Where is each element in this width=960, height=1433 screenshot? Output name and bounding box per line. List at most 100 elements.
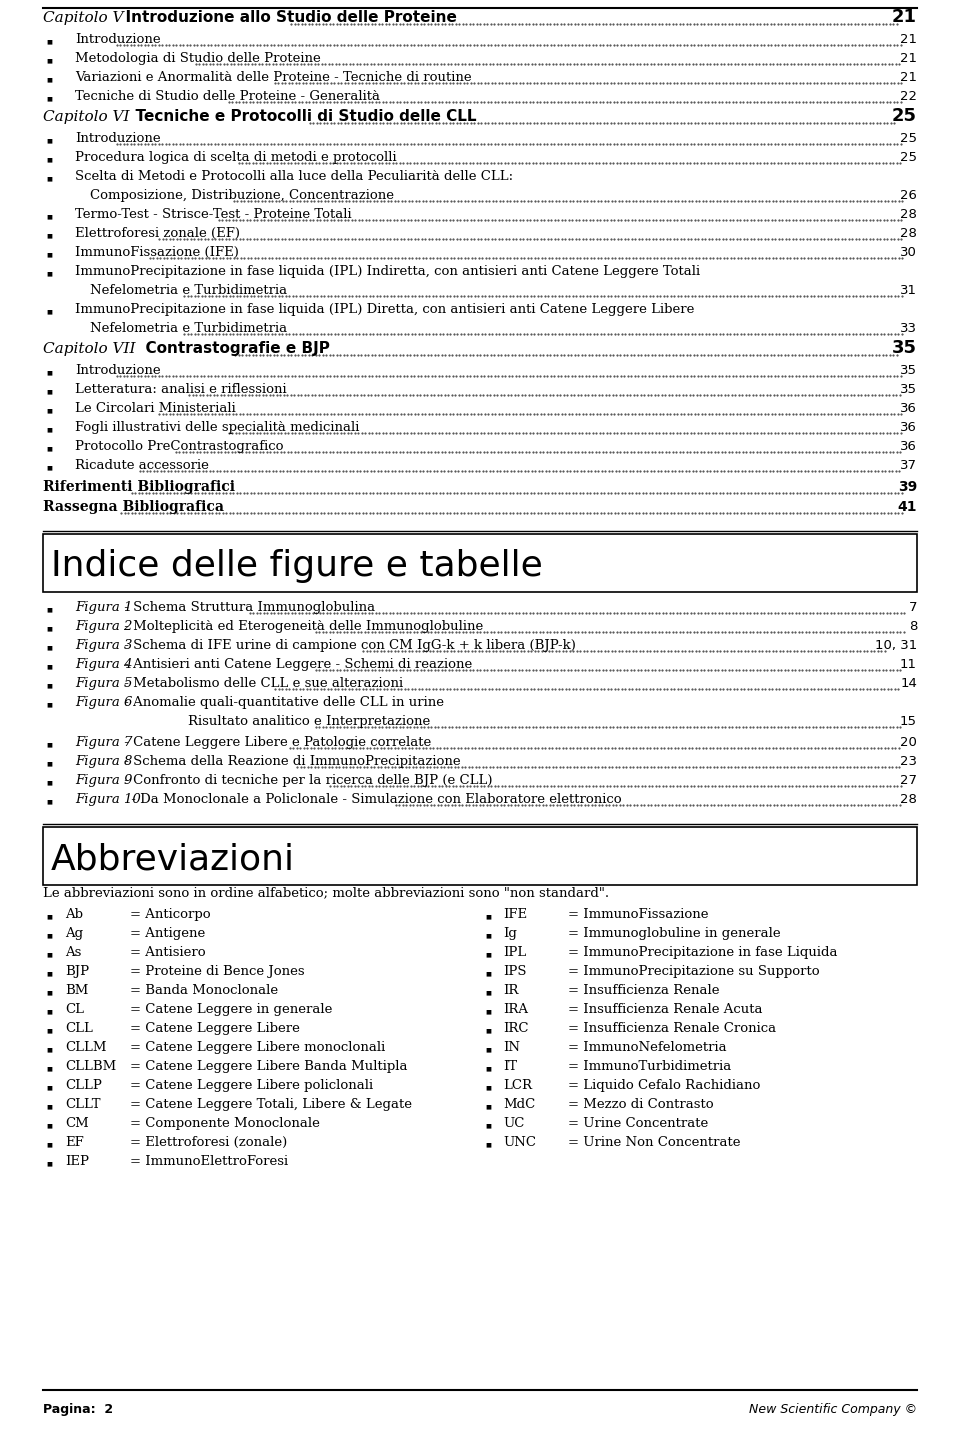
Text: 20: 20 <box>900 737 917 749</box>
Text: ■: ■ <box>485 972 491 976</box>
Text: 35: 35 <box>892 340 917 357</box>
Text: UC: UC <box>503 1116 524 1131</box>
Text: - Confronto di tecniche per la ricerca delle BJP (e CLL): - Confronto di tecniche per la ricerca d… <box>120 774 492 787</box>
Text: - Schema di IFE urine di campione con CM IgG-k + k libera (BJP-k): - Schema di IFE urine di campione con CM… <box>120 639 576 652</box>
Text: ■: ■ <box>46 1123 52 1128</box>
Text: ■: ■ <box>46 138 52 143</box>
Text: Figura 4: Figura 4 <box>75 658 132 671</box>
Text: ■: ■ <box>46 310 52 314</box>
Text: ■: ■ <box>46 972 52 976</box>
Text: = Urine Non Concentrate: = Urine Non Concentrate <box>568 1136 740 1149</box>
Text: 35: 35 <box>900 383 917 396</box>
Text: Figura 10: Figura 10 <box>75 792 141 805</box>
Text: = ImmunoElettroForesi: = ImmunoElettroForesi <box>130 1155 288 1168</box>
Text: Tecniche di Studio delle Proteine - Generalità: Tecniche di Studio delle Proteine - Gene… <box>75 90 380 103</box>
Text: 21: 21 <box>892 9 917 26</box>
Text: ■: ■ <box>46 57 52 63</box>
Text: UNC: UNC <box>503 1136 536 1149</box>
Text: Tecniche e Protocolli di Studio delle CLL: Tecniche e Protocolli di Studio delle CL… <box>125 109 476 125</box>
Text: CLLP: CLLP <box>65 1079 102 1092</box>
Text: Figura 8: Figura 8 <box>75 755 132 768</box>
Text: = Catene Leggere in generale: = Catene Leggere in generale <box>130 1003 332 1016</box>
Text: ■: ■ <box>46 1085 52 1091</box>
Text: = Proteine di Bence Jones: = Proteine di Bence Jones <box>130 964 304 977</box>
Text: Variazioni e Anormalità delle Proteine - Tecniche di routine: Variazioni e Anormalità delle Proteine -… <box>75 72 471 85</box>
Text: 25: 25 <box>892 107 917 125</box>
Text: 41: 41 <box>898 500 917 514</box>
Text: EF: EF <box>65 1136 84 1149</box>
Text: ImmunoFissazione (IFE): ImmunoFissazione (IFE) <box>75 246 239 259</box>
Text: 36: 36 <box>900 421 917 434</box>
Text: ■: ■ <box>46 800 52 804</box>
Text: Riferimenti Bibliografici: Riferimenti Bibliografici <box>43 480 235 494</box>
Text: = Catene Leggere Libere policlonali: = Catene Leggere Libere policlonali <box>130 1079 373 1092</box>
Text: Introduzione: Introduzione <box>75 132 160 145</box>
Text: 36: 36 <box>900 403 917 416</box>
Text: 35: 35 <box>900 364 917 377</box>
Text: = Insufficienza Renale Cronica: = Insufficienza Renale Cronica <box>568 1022 776 1035</box>
Text: ■: ■ <box>46 645 52 651</box>
Text: Ricadute accessorie: Ricadute accessorie <box>75 459 209 471</box>
Text: ■: ■ <box>46 684 52 688</box>
Text: 39: 39 <box>898 480 917 494</box>
Text: ■: ■ <box>46 77 52 82</box>
Text: ■: ■ <box>46 408 52 413</box>
Text: Figura 3: Figura 3 <box>75 639 132 652</box>
Text: Contrastografie e BJP: Contrastografie e BJP <box>135 341 330 355</box>
Text: Ig: Ig <box>503 927 516 940</box>
Text: 37: 37 <box>900 459 917 471</box>
Text: ■: ■ <box>46 1142 52 1146</box>
Text: ■: ■ <box>46 780 52 785</box>
Text: 21: 21 <box>900 72 917 85</box>
Text: 21: 21 <box>900 52 917 64</box>
Text: = Liquido Cefalo Rachidiano: = Liquido Cefalo Rachidiano <box>568 1079 760 1092</box>
Text: CLL: CLL <box>65 1022 93 1035</box>
Text: IEP: IEP <box>65 1155 89 1168</box>
Text: = Catene Leggere Libere monoclonali: = Catene Leggere Libere monoclonali <box>130 1040 385 1055</box>
Text: ■: ■ <box>46 1066 52 1070</box>
Text: = Mezzo di Contrasto: = Mezzo di Contrasto <box>568 1098 713 1111</box>
Text: = Insufficienza Renale Acuta: = Insufficienza Renale Acuta <box>568 1003 762 1016</box>
Text: ■: ■ <box>46 1161 52 1166</box>
Text: ■: ■ <box>485 914 491 919</box>
Text: Rassegna Bibliografica: Rassegna Bibliografica <box>43 500 224 514</box>
Text: Le Circolari Ministeriali: Le Circolari Ministeriali <box>75 403 236 416</box>
Text: = ImmunoPrecipitazione su Supporto: = ImmunoPrecipitazione su Supporto <box>568 964 820 977</box>
Bar <box>43 827 917 886</box>
Text: Pagina:  2: Pagina: 2 <box>43 1403 113 1416</box>
Text: = Antigene: = Antigene <box>130 927 205 940</box>
Text: New Scientific Company ©: New Scientific Company © <box>749 1403 917 1416</box>
Text: ■: ■ <box>46 271 52 277</box>
Text: - Da Monoclonale a Policlonale - Simulazione con Elaboratore elettronico: - Da Monoclonale a Policlonale - Simulaz… <box>127 792 622 805</box>
Text: = ImmunoTurbidimetria: = ImmunoTurbidimetria <box>568 1060 732 1073</box>
Text: ■: ■ <box>485 1066 491 1070</box>
Text: 30: 30 <box>900 246 917 259</box>
Text: Introduzione allo Studio delle Proteine: Introduzione allo Studio delle Proteine <box>115 10 457 24</box>
Text: Figura 2: Figura 2 <box>75 620 132 633</box>
Text: = Elettroforesi (zonale): = Elettroforesi (zonale) <box>130 1136 287 1149</box>
Text: ■: ■ <box>46 158 52 162</box>
Text: ■: ■ <box>46 446 52 451</box>
Text: Le abbreviazioni sono in ordine alfabetico; molte abbreviazioni sono "non standa: Le abbreviazioni sono in ordine alfabeti… <box>43 886 610 898</box>
Text: CL: CL <box>65 1003 84 1016</box>
Text: 15: 15 <box>900 715 917 728</box>
Text: ImmunoPrecipitazione in fase liquida (IPL) Diretta, con antisieri anti Catene Le: ImmunoPrecipitazione in fase liquida (IP… <box>75 302 694 317</box>
Text: Metodologia di Studio delle Proteine: Metodologia di Studio delle Proteine <box>75 52 321 64</box>
Text: ■: ■ <box>46 252 52 257</box>
Bar <box>43 535 917 592</box>
Text: = ImmunoPrecipitazione in fase Liquida: = ImmunoPrecipitazione in fase Liquida <box>568 946 837 959</box>
Text: ImmunoPrecipitazione in fase liquida (IPL) Indiretta, con antisieri anti Catene : ImmunoPrecipitazione in fase liquida (IP… <box>75 265 700 278</box>
Text: 11: 11 <box>900 658 917 671</box>
Text: Capitolo VI: Capitolo VI <box>43 110 130 125</box>
Text: CLLBM: CLLBM <box>65 1060 116 1073</box>
Text: LCR: LCR <box>503 1079 532 1092</box>
Text: ■: ■ <box>46 761 52 767</box>
Text: 26: 26 <box>900 189 917 202</box>
Text: Nefelometria e Turbidimetria: Nefelometria e Turbidimetria <box>90 322 287 335</box>
Text: 31: 31 <box>900 284 917 297</box>
Text: 10, 31: 10, 31 <box>875 639 917 652</box>
Text: ■: ■ <box>46 214 52 219</box>
Text: ■: ■ <box>46 952 52 957</box>
Text: Termo-Test - Strisce-Test - Proteine Totali: Termo-Test - Strisce-Test - Proteine Tot… <box>75 208 351 221</box>
Text: ■: ■ <box>485 933 491 939</box>
